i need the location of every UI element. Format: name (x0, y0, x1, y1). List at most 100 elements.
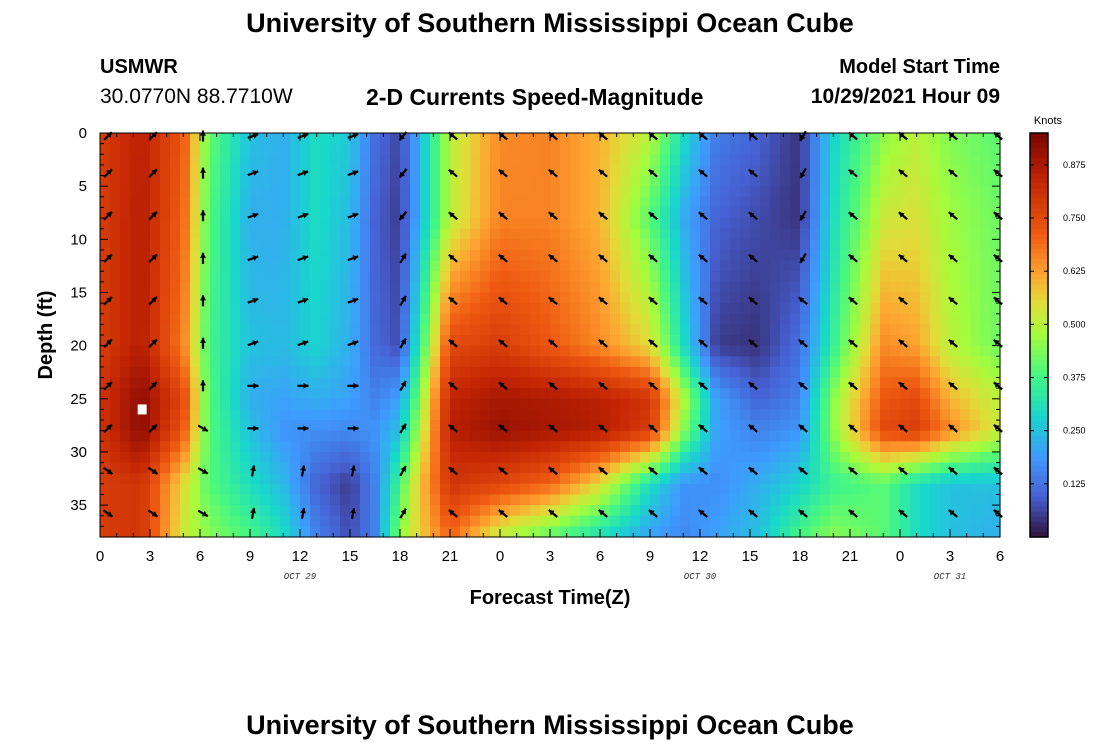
heatmap-cell (380, 377, 391, 389)
heatmap-cell (170, 196, 181, 209)
current-vector (648, 211, 658, 221)
heatmap-cell (340, 483, 351, 496)
heatmap-cell (410, 228, 421, 240)
current-vector (398, 210, 408, 221)
heatmap-cell (450, 271, 461, 283)
heatmap-cell (340, 494, 351, 506)
heatmap-cell (410, 143, 421, 155)
heatmap-cell (390, 420, 401, 432)
heatmap-cell (890, 451, 901, 464)
heatmap-cell (560, 303, 571, 315)
heatmap-cell (130, 377, 141, 389)
heatmap-cell (530, 515, 541, 527)
heatmap-cell (930, 505, 941, 517)
heatmap-cell (290, 451, 301, 464)
heatmap-cell (790, 186, 801, 198)
heatmap-cell (110, 441, 121, 453)
heatmap-cell (200, 430, 211, 442)
heatmap-cell (840, 154, 851, 166)
heatmap-cell (710, 313, 721, 325)
heatmap-cell (360, 388, 371, 400)
heatmap-cell (880, 164, 891, 177)
current-vector (297, 297, 309, 304)
heatmap-cell (220, 505, 231, 517)
heatmap-cell (220, 207, 231, 219)
heatmap-cell (220, 462, 231, 474)
heatmap-cell (270, 388, 281, 400)
heatmap-cell (190, 356, 201, 368)
heatmap-cell (280, 281, 291, 294)
heatmap-cell (580, 281, 591, 294)
current-vector (247, 170, 259, 177)
heatmap-cell (920, 335, 931, 347)
heatmap-cell (770, 483, 781, 496)
current-vector (798, 423, 808, 433)
heatmap-cell (530, 175, 541, 187)
heatmap-cell (510, 451, 521, 464)
heatmap-cell (300, 409, 311, 421)
current-vector (448, 423, 458, 433)
heatmap-cell (760, 526, 771, 538)
heatmap-cell (530, 228, 541, 240)
heatmap-cell (140, 483, 151, 496)
heatmap-cell (680, 473, 691, 485)
heatmap-cell (600, 526, 611, 538)
heatmap-cell (310, 143, 321, 155)
heatmap-cell (880, 451, 891, 464)
heatmap-cell (320, 473, 331, 485)
heatmap-cell (180, 462, 191, 474)
heatmap-cell (520, 313, 531, 325)
heatmap-cell (510, 175, 521, 187)
heatmap-cell (760, 335, 771, 347)
heatmap-cell (440, 345, 451, 357)
heatmap-cell (550, 324, 561, 336)
heatmap-cell (800, 218, 811, 230)
heatmap-cell (820, 154, 831, 166)
heatmap-cell (600, 324, 611, 336)
heatmap-cell (450, 143, 461, 155)
heatmap-cell (890, 366, 901, 379)
heatmap-cell (860, 441, 871, 453)
heatmap-cell (980, 377, 991, 389)
heatmap-cell (640, 324, 651, 336)
heatmap-cell (640, 175, 651, 187)
heatmap-cell (680, 335, 691, 347)
heatmap-cell (670, 207, 681, 219)
current-vector (297, 255, 309, 262)
heatmap-cell (900, 175, 911, 187)
heatmap-cell (580, 164, 591, 177)
heatmap-cell (760, 143, 771, 155)
heatmap-cell (750, 441, 761, 453)
heatmap-cell (630, 409, 641, 421)
heatmap-cell (290, 164, 301, 177)
heatmap-cell (990, 260, 1001, 272)
heatmap-cell (970, 441, 981, 453)
heatmap-cell (160, 483, 171, 496)
heatmap-cell (850, 473, 861, 485)
heatmap-cell (130, 175, 141, 187)
heatmap-cell (790, 430, 801, 442)
heatmap-cell (830, 473, 841, 485)
heatmap-cell (230, 228, 241, 240)
current-vector (399, 338, 407, 349)
heatmap-cell (470, 398, 481, 411)
heatmap-cell (720, 133, 731, 145)
heatmap-cell (950, 143, 961, 155)
heatmap-cell (820, 335, 831, 347)
heatmap-cell (420, 218, 431, 230)
heatmap-cell (210, 218, 221, 230)
heatmap-cell (460, 143, 471, 155)
colorbar-segment (1030, 516, 1048, 523)
heatmap-cell (680, 345, 691, 357)
heatmap-cell (670, 505, 681, 517)
heatmap-cell (940, 207, 951, 219)
heatmap-cell (430, 154, 441, 166)
heatmap-cell (180, 249, 191, 262)
heatmap-cell (540, 228, 551, 240)
heatmap-cell (850, 239, 861, 251)
heatmap-cell (330, 494, 341, 506)
heatmap-cell (560, 186, 571, 198)
heatmap-cell (930, 473, 941, 485)
heatmap-cell (710, 271, 721, 283)
heatmap-cell (340, 441, 351, 453)
